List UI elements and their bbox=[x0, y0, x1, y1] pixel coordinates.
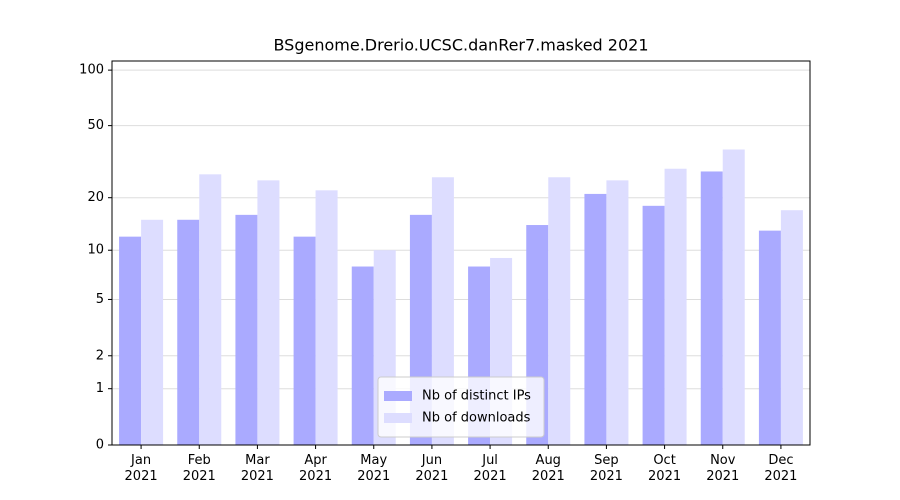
x-tick-label: Apr 2021 bbox=[299, 453, 333, 484]
y-tick-label: 100 bbox=[79, 63, 104, 78]
x-tick-label: Oct 2021 bbox=[648, 453, 682, 484]
plot-frame bbox=[111, 60, 811, 446]
bar bbox=[199, 174, 222, 446]
bar bbox=[722, 149, 745, 446]
y-tick-label: 50 bbox=[87, 118, 104, 133]
x-tick-label: Jun 2021 bbox=[415, 453, 449, 484]
y-tick-label: 1 bbox=[96, 381, 104, 396]
legend-swatch bbox=[384, 413, 412, 423]
x-tick-label: Nov 2021 bbox=[706, 453, 740, 484]
y-tick-label: 5 bbox=[96, 292, 104, 307]
x-tick-label: Feb 2021 bbox=[182, 453, 216, 484]
bar bbox=[235, 214, 258, 445]
bar bbox=[141, 219, 164, 445]
y-tick-label: 0 bbox=[96, 438, 104, 453]
bar bbox=[780, 210, 803, 445]
bar bbox=[664, 168, 687, 445]
bar bbox=[351, 266, 374, 445]
bar bbox=[584, 193, 607, 445]
legend-label: Nb of downloads bbox=[422, 411, 531, 426]
x-tick-label: May 2021 bbox=[357, 453, 391, 484]
legend-swatch bbox=[384, 391, 412, 401]
x-tick-label: Jul 2021 bbox=[473, 453, 507, 484]
bar bbox=[177, 219, 200, 445]
bar bbox=[700, 171, 723, 445]
bar bbox=[315, 190, 338, 445]
bar bbox=[119, 236, 142, 445]
bar bbox=[606, 180, 629, 445]
y-tick-label: 2 bbox=[96, 348, 104, 363]
x-tick-label: Sep 2021 bbox=[589, 453, 623, 484]
chart-title: BSgenome.Drerio.UCSC.danRer7.masked 2021 bbox=[273, 36, 648, 55]
bar bbox=[548, 177, 571, 446]
x-tick-label: Aug 2021 bbox=[531, 453, 565, 484]
bar bbox=[257, 180, 280, 445]
y-tick-label: 10 bbox=[87, 243, 104, 258]
x-tick-label: Jan 2021 bbox=[124, 453, 158, 484]
bar bbox=[758, 230, 781, 445]
legend-box bbox=[377, 376, 545, 438]
legend: Nb of distinct IPs Nb of downloads bbox=[377, 376, 545, 438]
x-tick-label: Dec 2021 bbox=[764, 453, 798, 484]
legend-label: Nb of distinct IPs bbox=[422, 389, 531, 404]
y-tick-label: 20 bbox=[87, 190, 104, 205]
bar bbox=[293, 236, 316, 445]
bar bbox=[642, 205, 665, 445]
x-tick-label: Mar 2021 bbox=[240, 453, 274, 484]
